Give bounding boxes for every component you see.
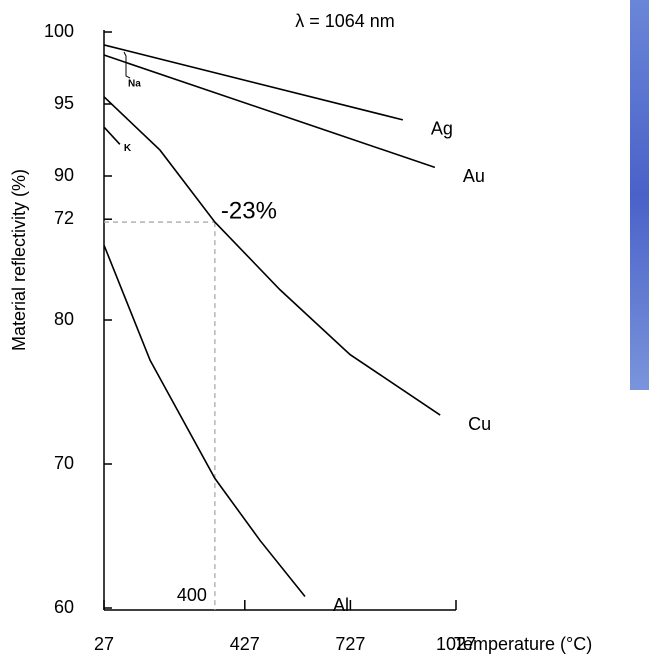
x-tick-label: 727 [335, 634, 365, 654]
na-bracket [123, 51, 131, 79]
drop-annotation: -23% [221, 197, 277, 224]
x-tick-label: 1027 [436, 634, 476, 654]
curve [103, 96, 441, 416]
series-label: K [124, 143, 132, 154]
y-tick-label: 70 [54, 453, 74, 473]
series-label: Al [333, 595, 349, 615]
side-image [630, 0, 649, 390]
y-axis-label: Material reflectivity (%) [9, 169, 29, 351]
y-tick-label: 60 [54, 597, 74, 617]
na-label: Na [128, 79, 141, 90]
series-label: Au [463, 166, 485, 186]
x-tick-label: 427 [230, 634, 260, 654]
series-label: Ag [431, 119, 453, 139]
curve [103, 44, 404, 121]
series-label: Cu [468, 414, 491, 434]
chart-title: λ = 1064 nm [295, 11, 395, 31]
curve [103, 54, 436, 169]
y-tick-label: 80 [54, 309, 74, 329]
guide-label: 400 [177, 585, 207, 605]
curve [103, 244, 306, 597]
y-tick-label: 100 [44, 21, 74, 41]
x-axis-label: Temperature (°C) [454, 634, 592, 654]
curve [103, 126, 121, 145]
y-tick-label: 90 [54, 165, 74, 185]
x-tick-label: 27 [94, 634, 114, 654]
y-tick-label: 72 [54, 208, 74, 228]
y-tick-label: 95 [54, 93, 74, 113]
